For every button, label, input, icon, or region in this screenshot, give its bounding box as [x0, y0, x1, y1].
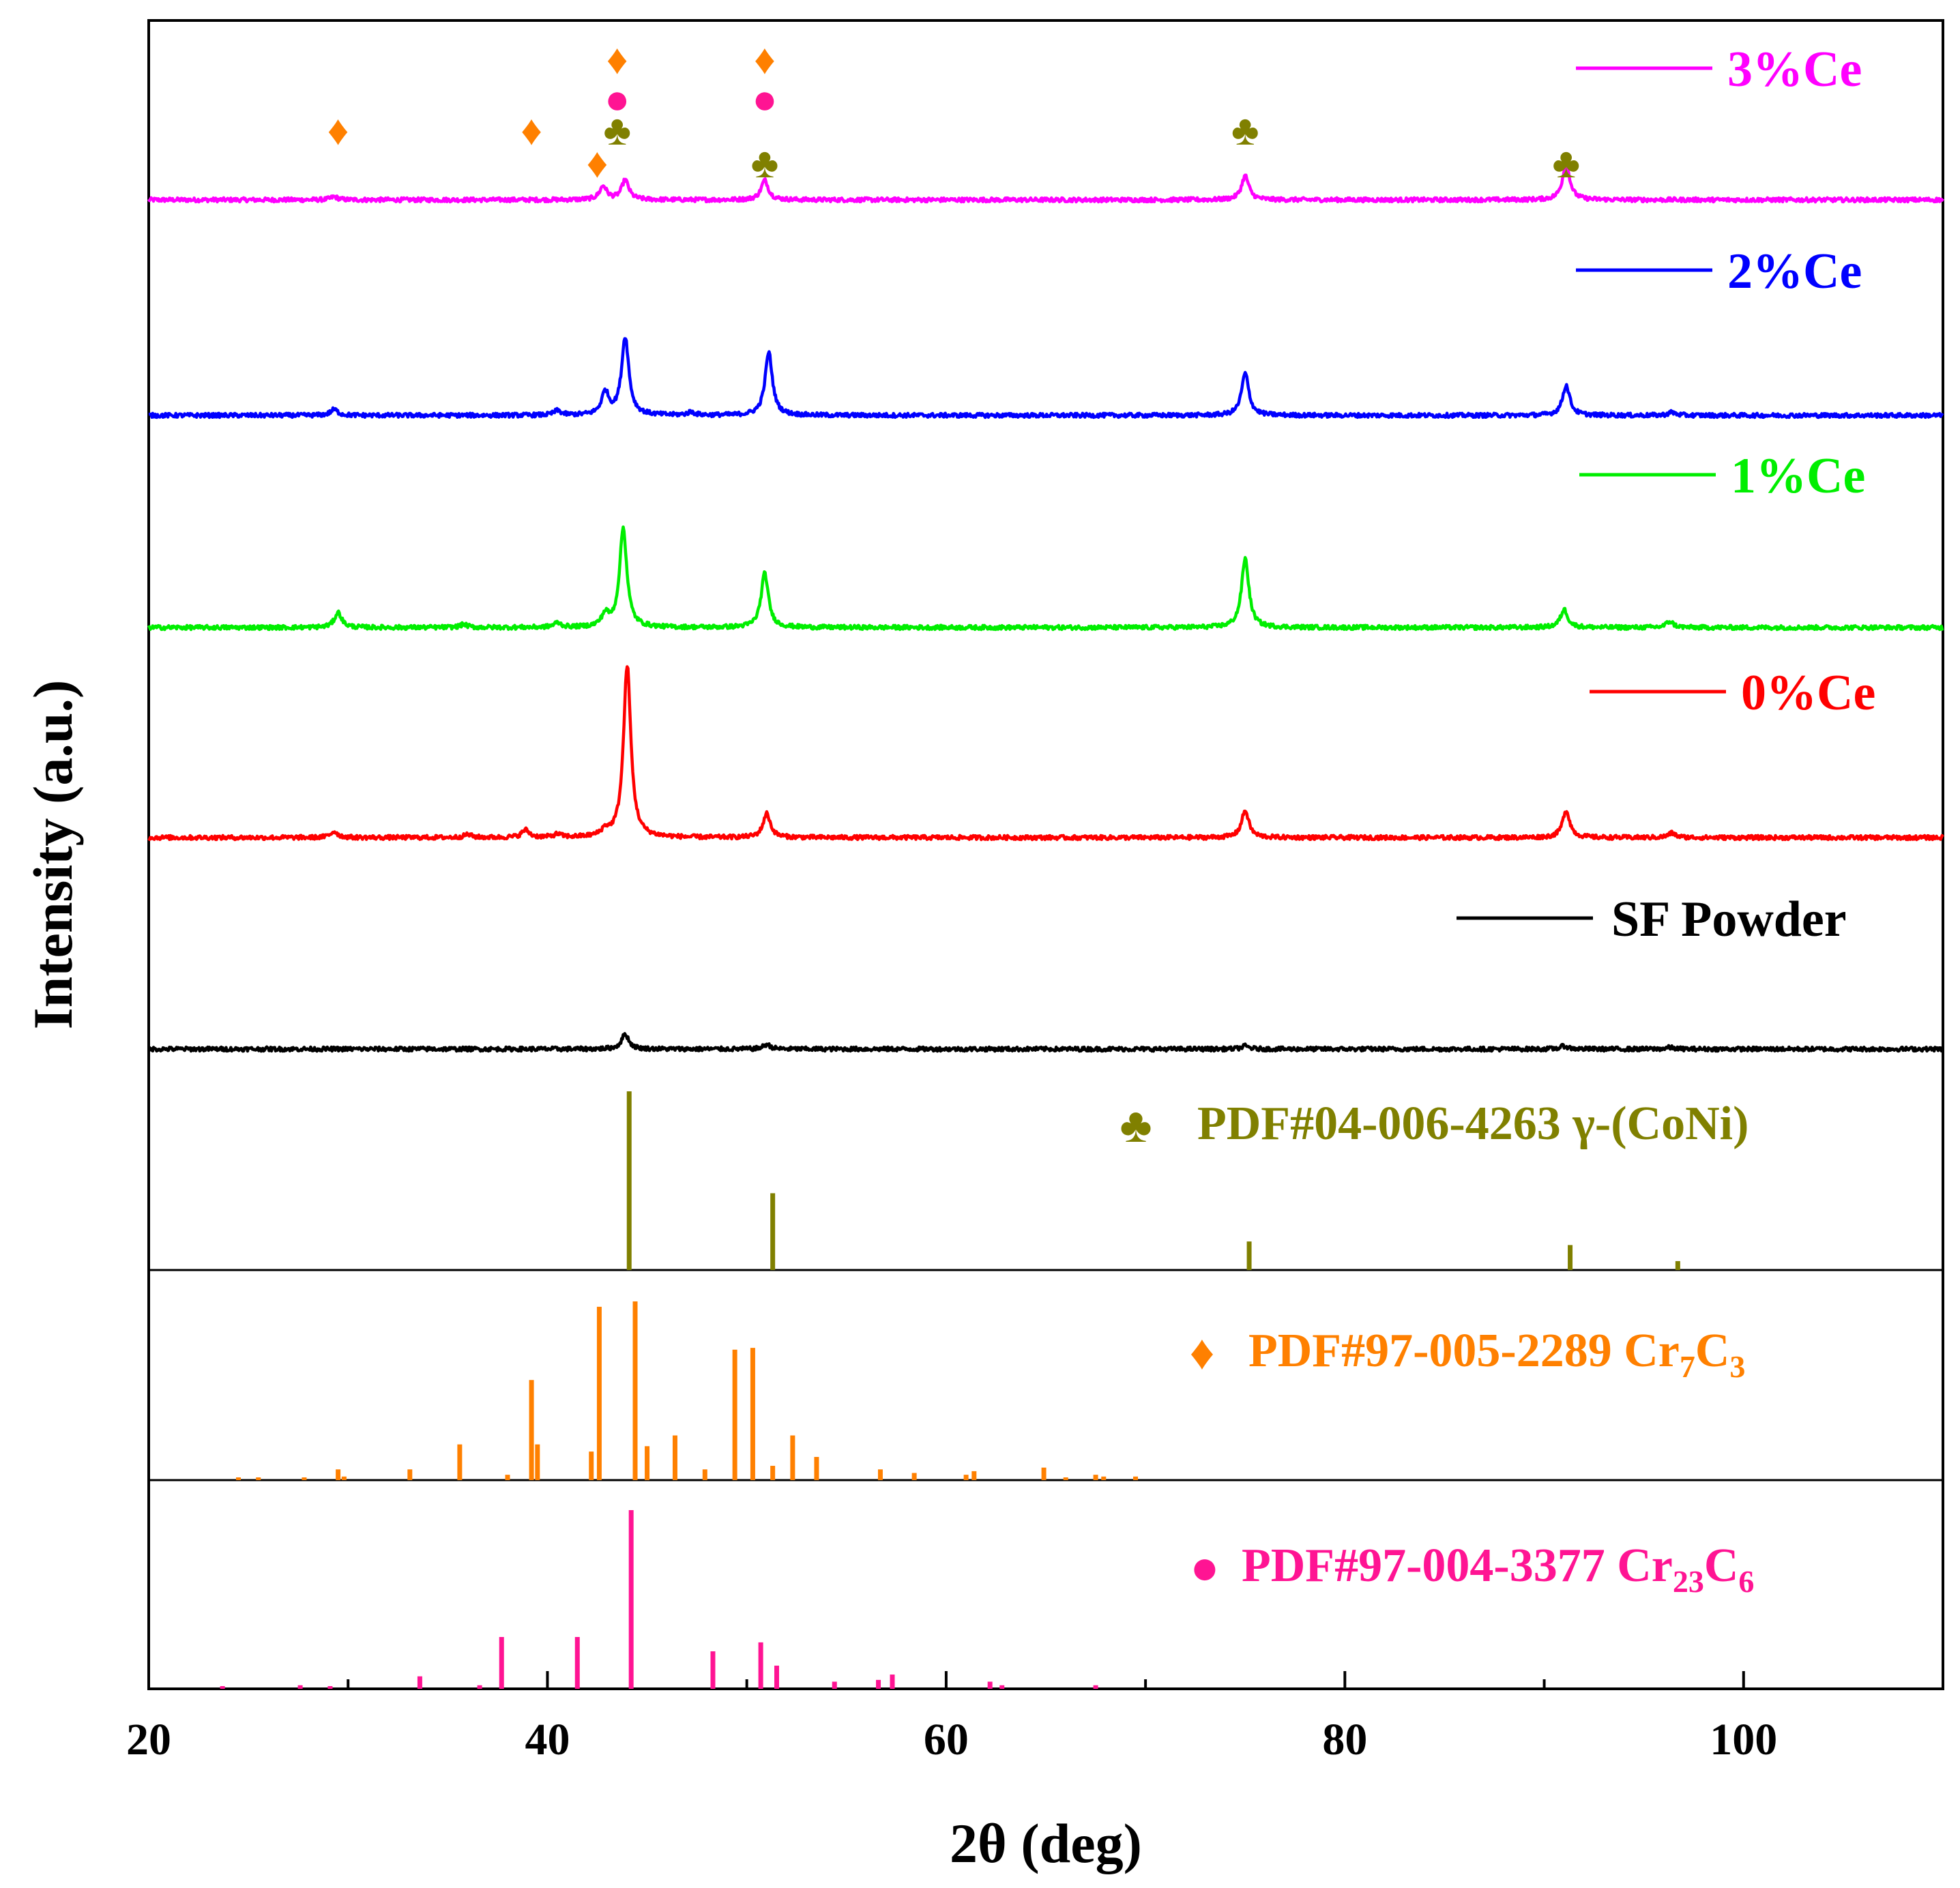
- trace-3-ce: [147, 162, 1944, 204]
- legend-label-coni: PDF#04-006-4263 γ-(CoNi): [1197, 1097, 1749, 1150]
- legend-symbol-cr23c6: ●: [1190, 1540, 1220, 1595]
- diamond-marker: ♦: [587, 141, 609, 187]
- legend-label-2-ce: 2%Ce: [1727, 244, 1862, 299]
- x-tick-label: 100: [1710, 1715, 1777, 1765]
- club-marker: ♣: [1231, 108, 1259, 154]
- legend-label-sf-powder: SF Powder: [1611, 891, 1847, 947]
- legend-label-cr7c3: PDF#97-005-2289 Cr7C3: [1248, 1325, 1745, 1384]
- x-tick-label: 80: [1322, 1715, 1367, 1765]
- diamond-marker: ♦: [521, 108, 542, 154]
- club-marker: ♣: [1552, 141, 1580, 187]
- plot-frame: [147, 19, 1944, 1690]
- x-tick-label: 20: [126, 1715, 171, 1765]
- x-tick-label: 60: [924, 1715, 969, 1765]
- trace-2-ce: [147, 337, 1944, 419]
- x-tick-label: 40: [525, 1715, 570, 1765]
- legend-label-1-ce: 1%Ce: [1731, 448, 1865, 504]
- legend-symbol-cr7c3: ♦: [1190, 1325, 1215, 1380]
- diamond-marker: ♦: [754, 37, 776, 83]
- legend-label-cr23c6: PDF#97-004-3377 Cr23C6: [1242, 1539, 1754, 1599]
- circle-marker: ●: [752, 76, 777, 123]
- legend-symbol-coni: ♣: [1120, 1098, 1152, 1153]
- legend-label-0-ce: 0%Ce: [1741, 665, 1875, 721]
- diamond-marker: ♦: [606, 37, 628, 83]
- diamond-marker: ♦: [327, 108, 349, 154]
- x-axis-label: 2θ (deg): [950, 1812, 1142, 1874]
- circle-marker: ●: [604, 76, 630, 123]
- club-marker: ♣: [751, 141, 779, 187]
- legend-label-3-ce: 3%Ce: [1727, 42, 1862, 98]
- trace-1-ce: [147, 525, 1944, 632]
- trace-0-ce: [147, 665, 1944, 842]
- club-marker: ♣: [603, 108, 631, 154]
- trace-sf-powder: [147, 1032, 1944, 1053]
- y-axis-label: Intensity (a.u.): [22, 680, 84, 1030]
